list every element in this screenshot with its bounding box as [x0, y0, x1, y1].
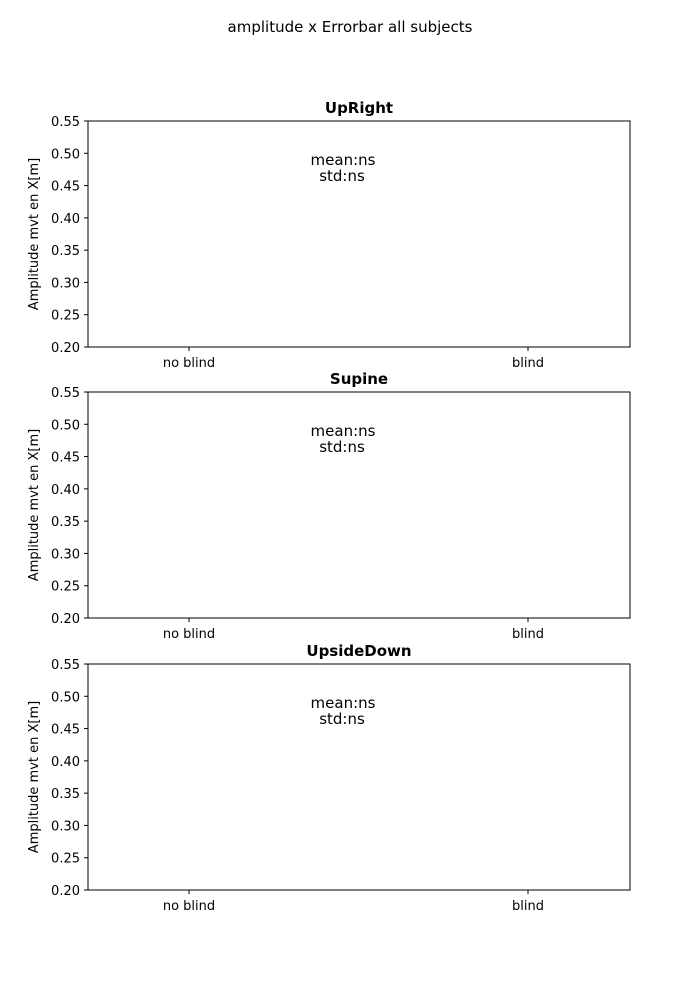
y-tick-label: 0.20 — [51, 612, 80, 627]
y-tick-label: 0.20 — [51, 341, 80, 356]
y-tick-label: 0.35 — [51, 787, 80, 802]
plot-area-frame — [87, 391, 631, 619]
x-tick-label: no blind — [163, 627, 215, 642]
subplot-upsidedown: UpsideDown 0.20 0.25 0.30 0.35 0.40 0.45 0.50 0.… — [27, 642, 631, 914]
y-tick-label: 0.35 — [51, 515, 80, 530]
figure-title: amplitude x Errorbar all subjects — [228, 18, 473, 36]
y-tick-label: 0.40 — [51, 755, 80, 770]
y-tick-label: 0.35 — [51, 244, 80, 259]
y-tick-label: 0.55 — [51, 115, 80, 130]
y-tick-label: 0.50 — [51, 690, 80, 705]
x-tick-label: no blind — [163, 899, 215, 914]
y-axis-label: Amplitude mvt en X[m] — [27, 429, 42, 581]
y-tick-label: 0.30 — [51, 547, 80, 562]
subplots: UpRight 0.20 0.25 0.30 0.35 0.40 0.45 0.50 0.55 n… — [27, 99, 631, 914]
stat-annotation-std: std:ns — [319, 167, 365, 185]
y-tick-label: 0.30 — [51, 819, 80, 834]
x-tick-label: blind — [512, 356, 544, 371]
y-tick-label: 0.45 — [51, 451, 80, 466]
x-tick-label: no blind — [163, 356, 215, 371]
stat-annotation-mean: mean:ns — [311, 151, 376, 169]
subplot-title: UpsideDown — [306, 642, 411, 660]
y-tick-label: 0.20 — [51, 884, 80, 899]
y-tick-label: 0.25 — [51, 852, 80, 867]
y-tick-label: 0.55 — [51, 658, 80, 673]
y-tick-label: 0.55 — [51, 386, 80, 401]
stat-annotation-std: std:ns — [319, 438, 365, 456]
y-tick-label: 0.40 — [51, 483, 80, 498]
stat-annotation-mean: mean:ns — [311, 422, 376, 440]
y-tick-label: 0.45 — [51, 723, 80, 738]
y-axis-label: Amplitude mvt en X[m] — [27, 158, 42, 310]
y-tick-label: 0.40 — [51, 212, 80, 227]
y-tick-label: 0.45 — [51, 180, 80, 195]
y-tick-label: 0.25 — [51, 580, 80, 595]
stat-annotation-std: std:ns — [319, 710, 365, 728]
y-tick-label: 0.50 — [51, 418, 80, 433]
subplot-title: UpRight — [325, 99, 393, 117]
y-tick-label: 0.25 — [51, 309, 80, 324]
stat-annotation-mean: mean:ns — [311, 694, 376, 712]
x-tick-label: blind — [512, 899, 544, 914]
y-axis-label: Amplitude mvt en X[m] — [27, 701, 42, 853]
y-tick-label: 0.50 — [51, 147, 80, 162]
subplot-upright: UpRight 0.20 0.25 0.30 0.35 0.40 0.45 0.50 0.55 n… — [27, 99, 631, 371]
y-tick-label: 0.30 — [51, 276, 80, 291]
x-tick-label: blind — [512, 627, 544, 642]
plot-area-frame — [87, 663, 631, 891]
plot-area-frame — [87, 120, 631, 348]
subplot-supine: Supine 0.20 0.25 0.30 0.35 0.40 0.45 0.50 0.55 no… — [27, 370, 631, 642]
subplot-title: Supine — [330, 370, 388, 388]
